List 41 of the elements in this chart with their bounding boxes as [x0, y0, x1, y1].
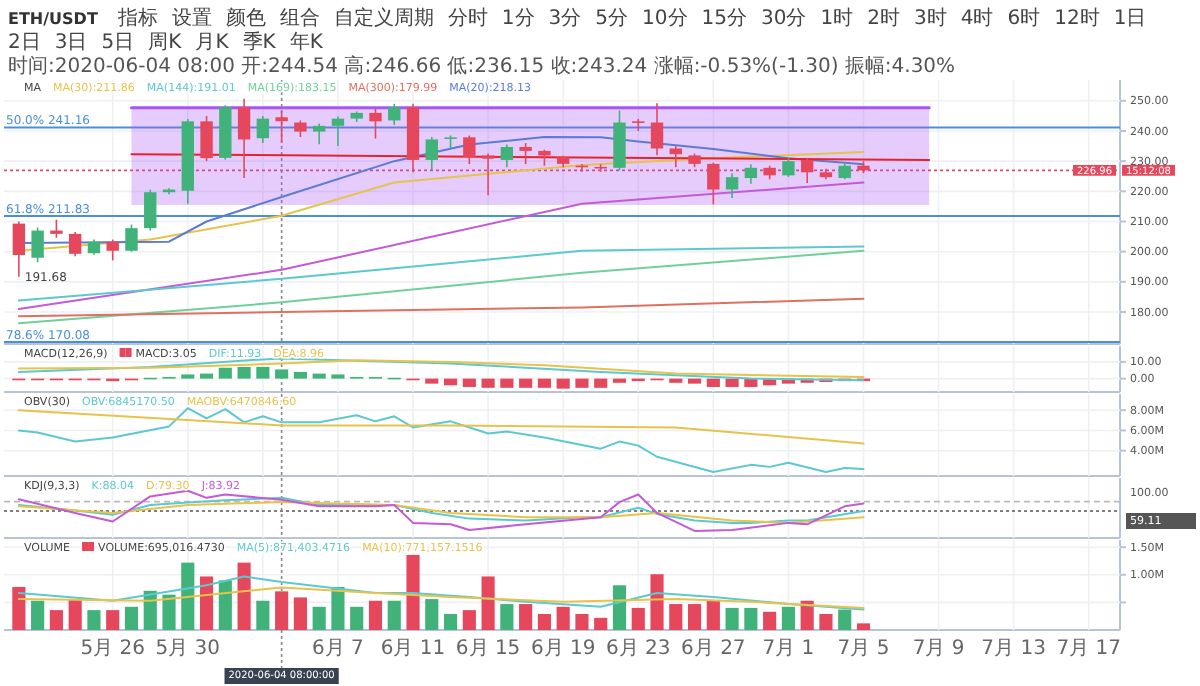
text: 颜色 — [225, 6, 266, 30]
x-tick-label: 7月 9 — [912, 638, 965, 660]
text: 设置 — [171, 6, 212, 30]
text: 1日 — [1113, 8, 1147, 30]
text: 分时 — [447, 6, 488, 30]
text: 30分 — [761, 6, 807, 30]
text: 5日 — [101, 32, 135, 54]
text: 15分 — [701, 6, 747, 30]
text: 周K — [148, 32, 183, 54]
text: 3日 — [54, 32, 88, 54]
x-tick-label: 6月 11 — [380, 638, 446, 660]
text: 3分 — [548, 6, 582, 30]
x-tick-label: 7月 5 — [837, 638, 890, 660]
x-tick-label: 6月 27 — [681, 638, 746, 660]
text: 3时 — [913, 6, 947, 30]
text: 月K — [195, 32, 230, 54]
text: 1分 — [501, 6, 535, 30]
text: 5分 — [595, 6, 629, 30]
chart-title: ETH/USDT — [8, 10, 99, 28]
chart-subtitle: 时间:2020-06-04 08:00 开:244.54 高:246.66 低:236.15 收:243.24 涨幅:-0.53%(-1.30) 振幅:4.30% — [8, 54, 956, 78]
text: 2日 — [8, 32, 41, 54]
x-tick-label: 6月 23 — [605, 638, 671, 660]
x-tick-label: 5月 30 — [155, 638, 221, 660]
x-tick-label: 7月 13 — [981, 638, 1046, 660]
text: 指标 — [115, 6, 158, 30]
text: 1时 — [820, 6, 854, 30]
x-tick-label: 6月 19 — [530, 638, 596, 660]
text: 6时 — [1007, 6, 1041, 30]
x-tick-label: 6月 15 — [455, 638, 521, 660]
text: 4时 — [960, 6, 994, 30]
x-tick-label: 7月 1 — [762, 638, 815, 660]
text: 组合 — [279, 6, 320, 30]
text: 自定义周期 — [333, 6, 434, 30]
text: 年K — [289, 30, 324, 54]
text: 季K — [242, 30, 277, 54]
text: 10分 — [642, 6, 688, 30]
x-tick-label: 7月 17 — [1056, 638, 1121, 660]
text: 12时 — [1054, 6, 1100, 30]
x-tick-label: 6月 7 — [312, 638, 364, 660]
x-tick-label: 5月 26 — [80, 638, 145, 660]
text: 2时 — [867, 6, 900, 30]
